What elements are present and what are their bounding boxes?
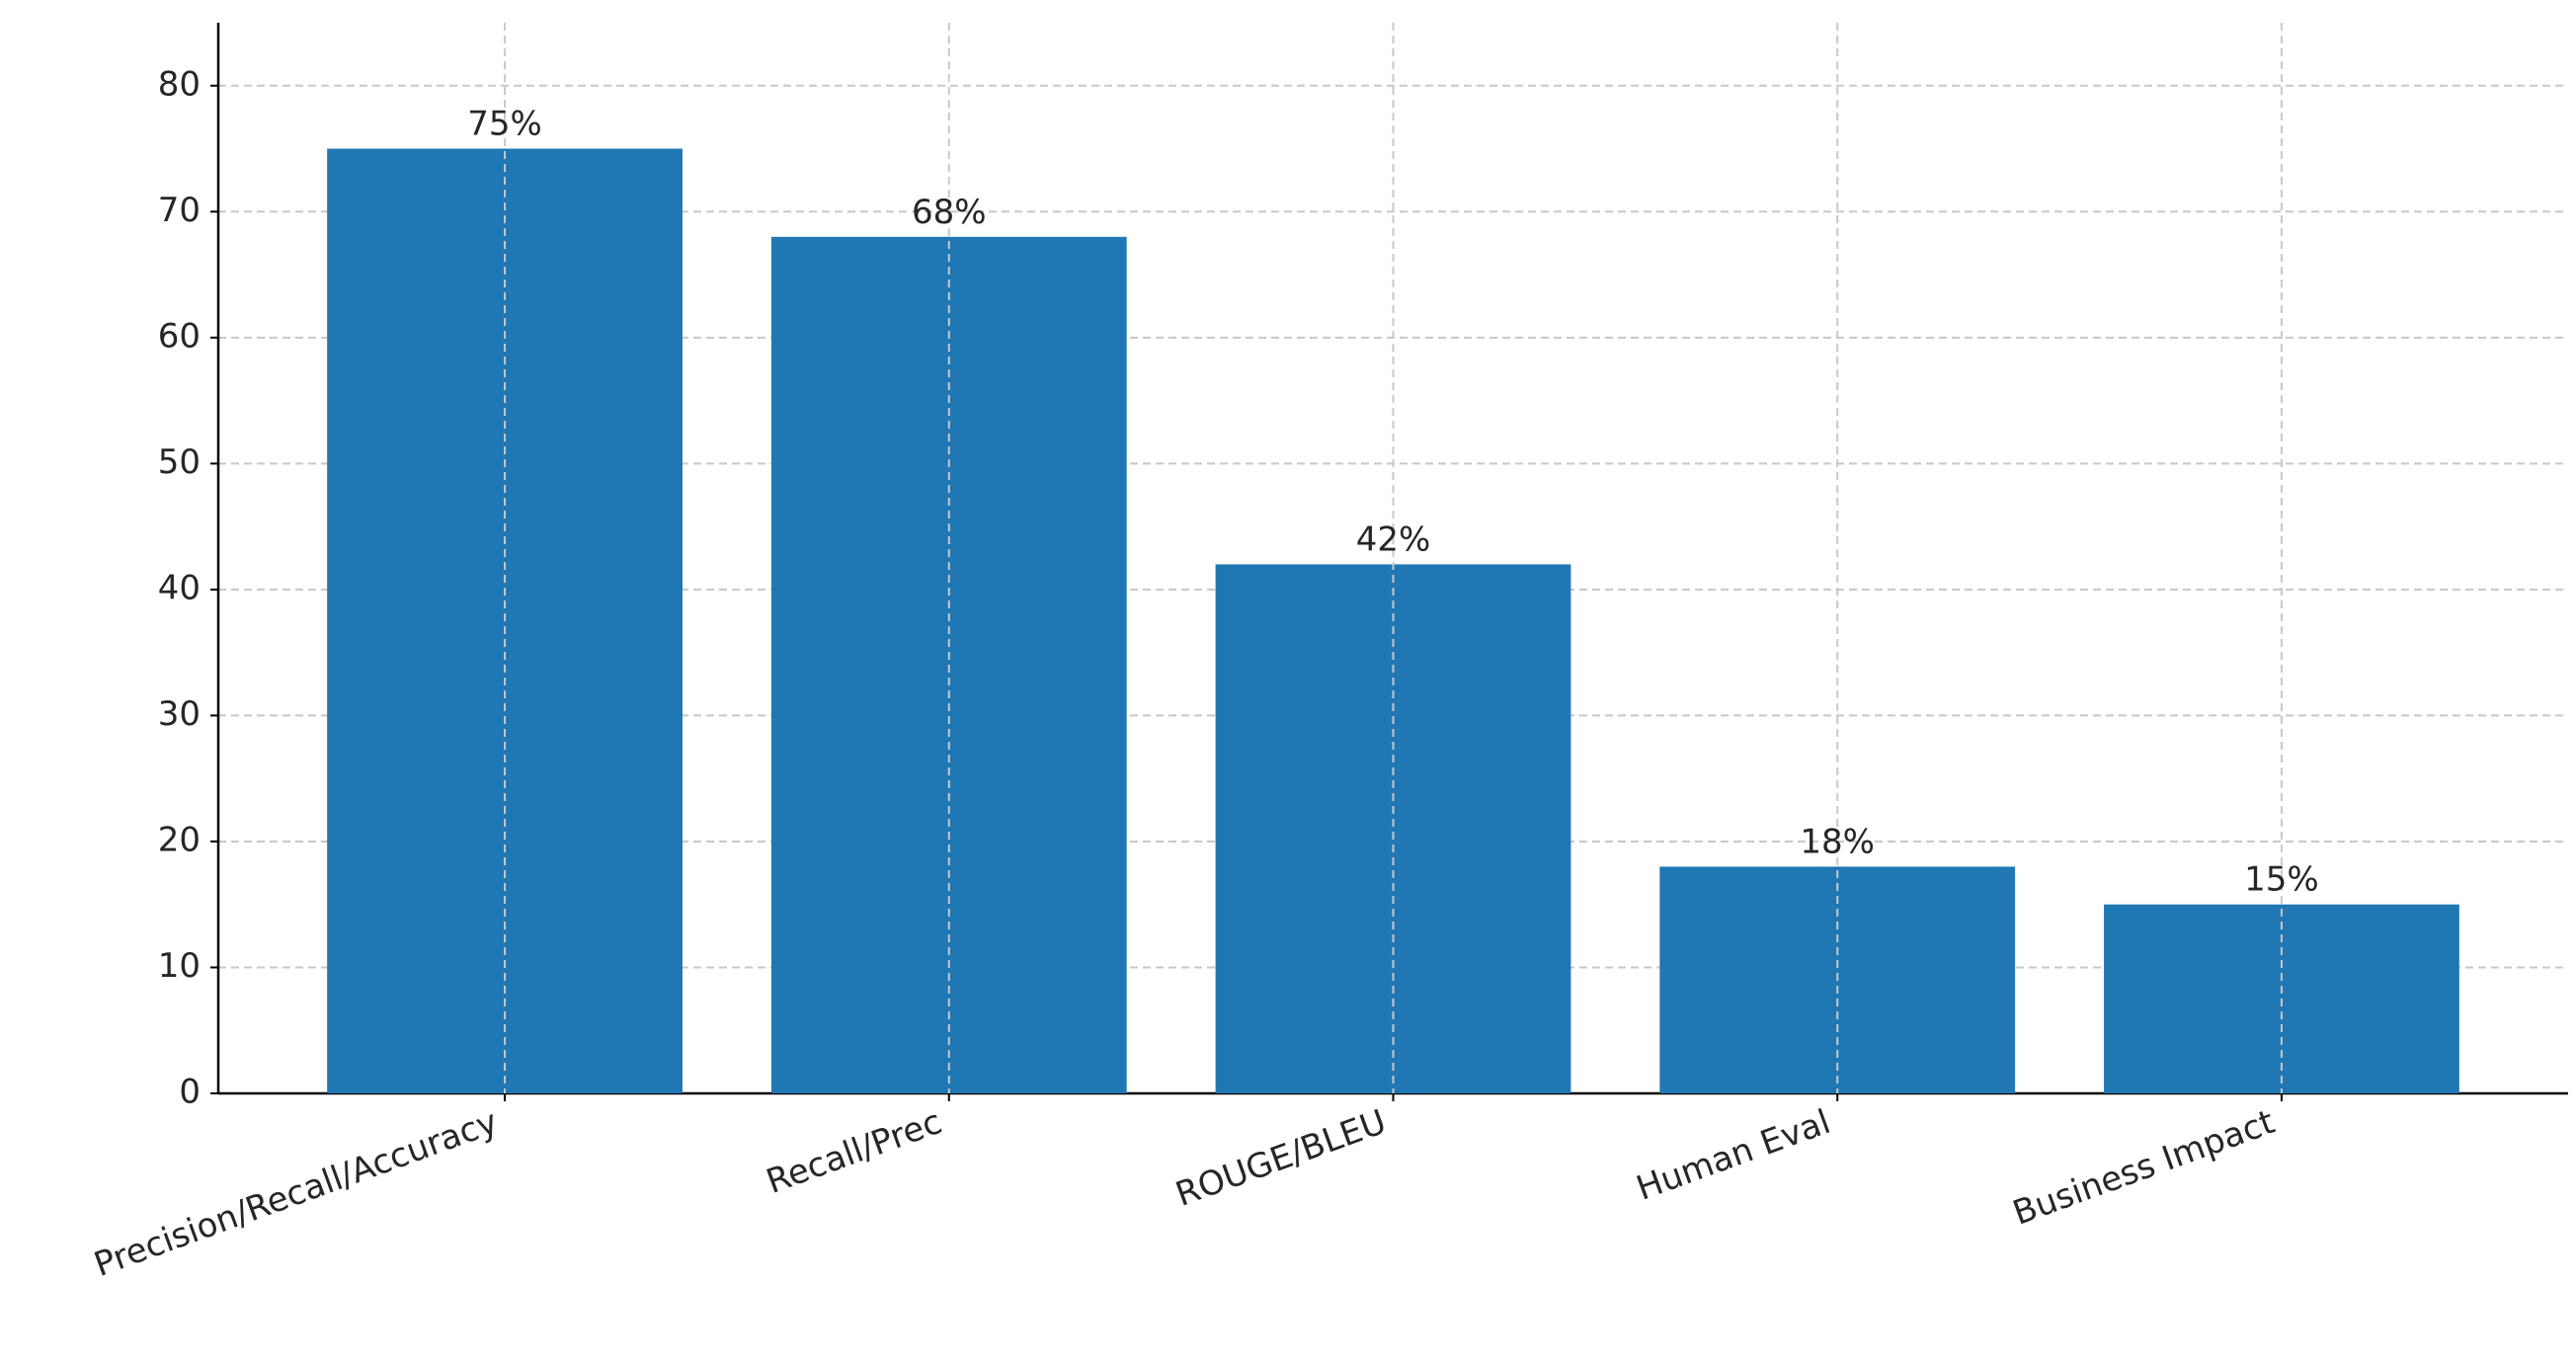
y-tick-label: 10 (158, 946, 201, 986)
y-tick-label: 80 (158, 64, 201, 104)
x-tick-label: Human Eval (1632, 1102, 1836, 1209)
y-tick-label: 0 (179, 1073, 201, 1112)
value-label: 68% (912, 193, 987, 232)
x-tick-label: Business Impact (2008, 1102, 2280, 1234)
y-tick-label: 20 (158, 820, 201, 859)
value-label: 42% (1356, 520, 1431, 559)
value-label: 15% (2244, 860, 2319, 900)
y-tick-label: 50 (158, 442, 201, 482)
y-tick-label: 30 (158, 694, 201, 734)
x-tick-label: Precision/Recall/Accuracy (89, 1102, 503, 1285)
x-tick-label: ROUGE/BLEU (1170, 1102, 1391, 1215)
value-label: 75% (467, 105, 542, 144)
value-label: 18% (1800, 822, 1875, 861)
y-tick-label: 60 (158, 316, 201, 356)
y-tick-label: 40 (158, 568, 201, 607)
x-tick-label: Recall/Prec (762, 1102, 947, 1202)
y-tick-label: 70 (158, 191, 201, 230)
